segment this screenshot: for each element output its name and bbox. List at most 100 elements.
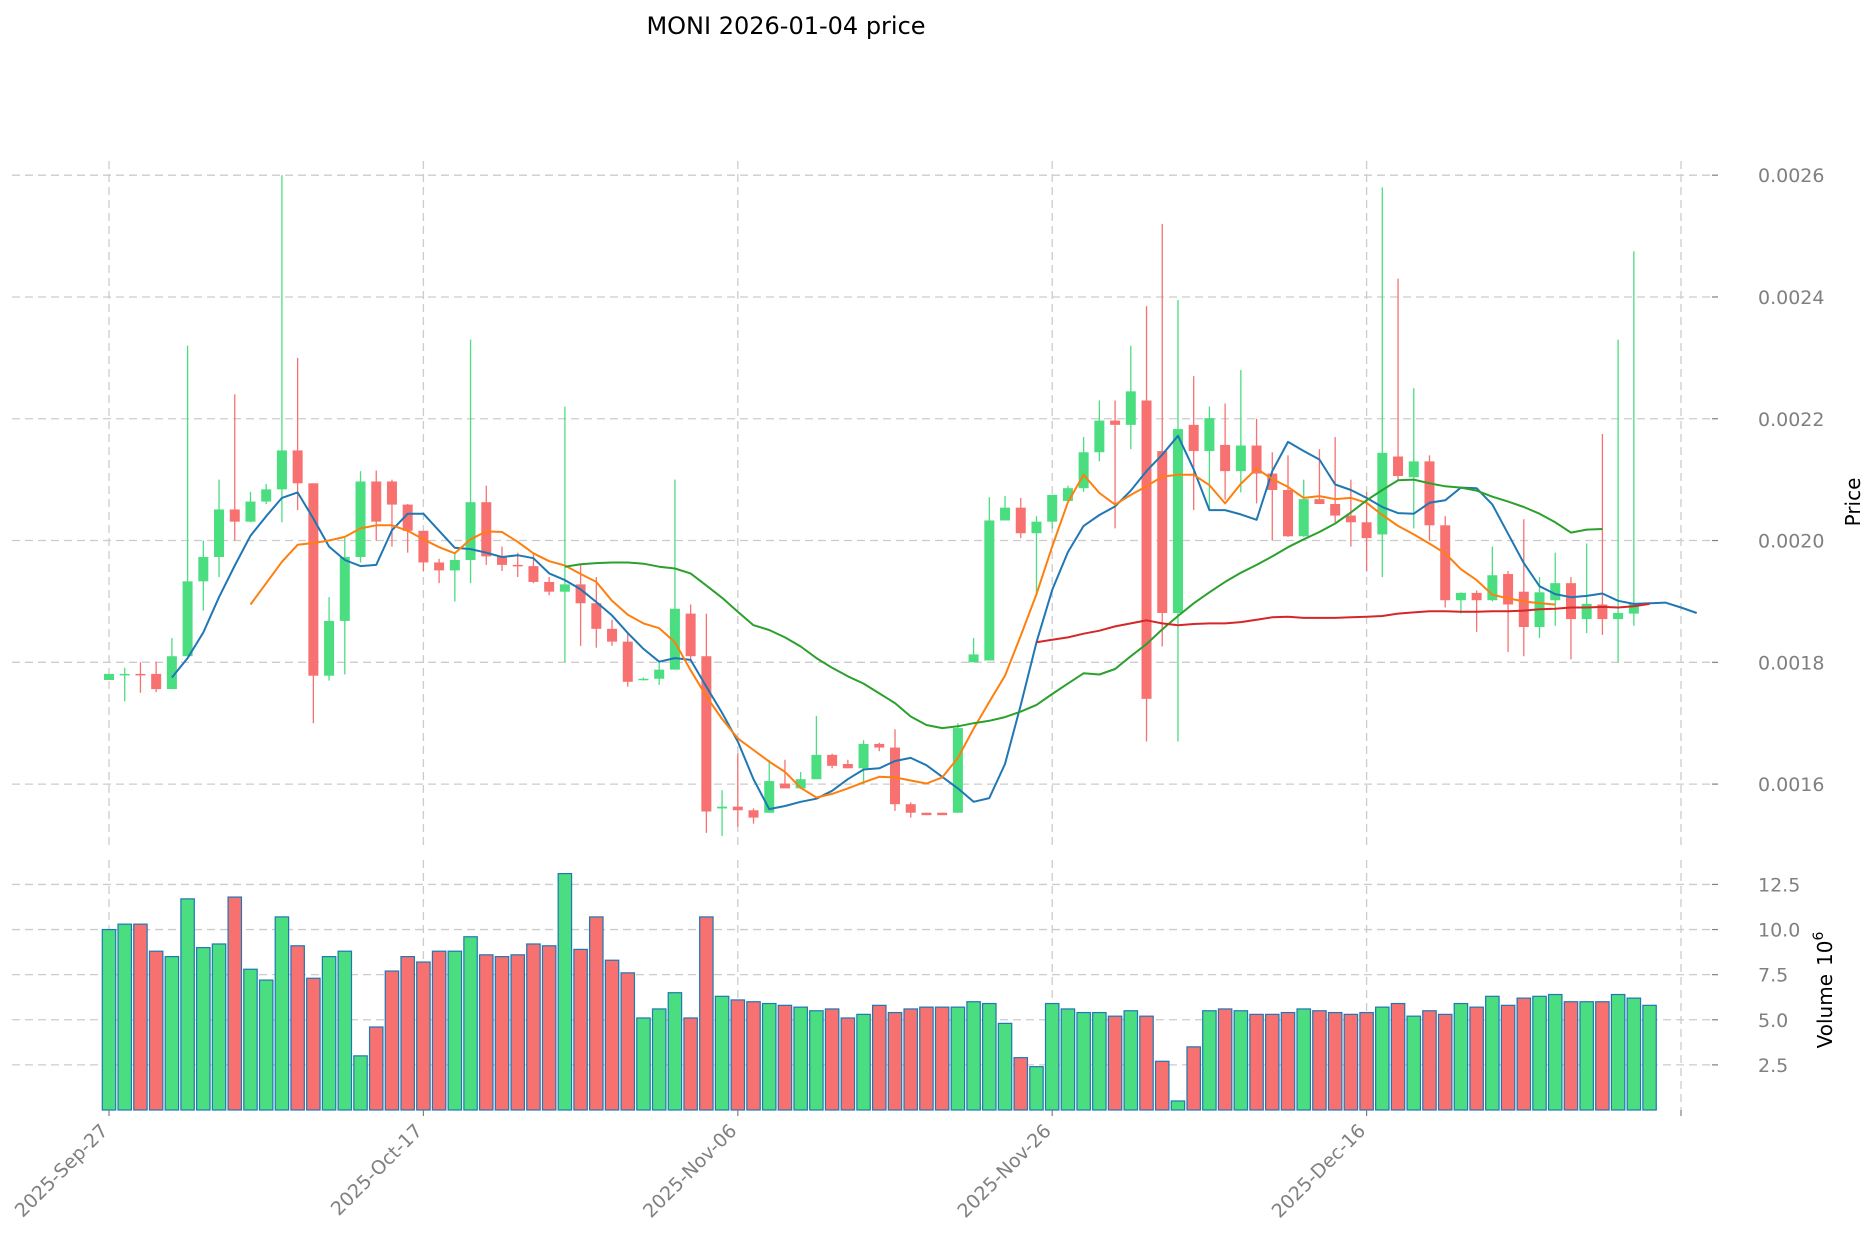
volume-bar [636,1017,651,1111]
candle-down [685,613,696,657]
moving-average-lines [171,434,1698,811]
candle-down [481,502,492,557]
price-tick-labels: 0.0016 0.0018 0.0020 0.0022 0.0024 0.0026 [1758,165,1824,796]
volume-bar [1249,1013,1264,1111]
volume-bar [337,950,353,1111]
candle-down [905,804,916,813]
candle-down [842,764,853,769]
candle-up [324,620,335,676]
volume-bar [243,968,258,1111]
volume-bar [431,950,447,1111]
candle-up [355,481,366,557]
candle-down [622,641,633,682]
candle-up [1581,603,1592,620]
candle-up [1298,499,1309,537]
candle-up [1204,418,1215,452]
candle-down [1345,515,1356,523]
price-tick-label: 0.0018 [1758,652,1824,674]
candle-down [748,810,759,818]
candle-down [1015,507,1026,534]
volume-bar [1186,1046,1201,1111]
volume-bar [840,1017,856,1111]
volume-bar [526,943,541,1111]
x-tick-label: 2025-Nov-26 [953,1120,1055,1222]
volume-bar [1092,1011,1107,1111]
volume-bar [1060,1008,1076,1111]
volume-bar [211,943,227,1111]
candle-up [261,489,272,502]
volume-bar [400,956,415,1111]
candle-down [1267,473,1278,490]
volume-bar [1359,1011,1374,1111]
candle-down [1157,451,1168,613]
volume-bar [494,956,510,1111]
candle-down [1597,604,1608,620]
volume-bar [133,923,148,1111]
candle-up [1031,521,1042,534]
candle-up [1000,507,1011,521]
volume-bars [101,873,1657,1111]
volume-bar [447,950,463,1111]
volume-bar [919,1006,934,1111]
volume-bar [1154,1060,1170,1111]
candle-up [795,779,806,789]
volume-bar [1029,1066,1044,1111]
candle-up [1377,452,1388,535]
candle-down [544,581,555,592]
candle-down [1220,444,1231,472]
candle-up [1047,494,1058,522]
volume-tick-label: 7.5 [1758,965,1788,987]
volume-bar [1107,1015,1123,1111]
candle-up [669,608,680,670]
volume-bar [1390,1002,1406,1111]
candle-down [779,783,790,789]
candle-down [371,481,382,522]
candle-up [1078,452,1089,489]
volume-bar [321,956,337,1111]
candle-up [717,806,728,809]
volume-axis-label: Volume 106 [1811,932,1837,1049]
volume-bar [1406,1015,1422,1111]
candle-down [512,564,523,567]
x-tick-label: 2025-Nov-06 [639,1120,741,1222]
volume-bar [117,923,133,1111]
volume-bar [1233,1010,1249,1111]
volume-bar [1500,1004,1516,1111]
volume-bar [620,972,636,1111]
volume-bar [950,1006,966,1111]
volume-bar [1422,1010,1437,1111]
candle-down [1565,583,1576,620]
candle-down [292,450,303,484]
candle-up [339,556,350,621]
candle-down [229,509,240,522]
volume-bar [1343,1013,1359,1111]
x-tick-label: 2025-Dec-16 [1268,1120,1371,1223]
volume-bar [824,1008,840,1111]
candle-down [1330,504,1341,516]
x-tick-label: 2025-Sep-27 [11,1120,113,1222]
candle-up [1094,420,1105,453]
candle-down [418,530,429,563]
chart-title: MONI 2026-01-04 price [646,12,925,40]
candle-down [1440,525,1451,601]
ma-line-ma-short [171,434,1698,811]
volume-bar [1579,1001,1594,1111]
price-grid [12,161,1718,845]
candle-down [135,673,146,676]
volume-bar [997,1022,1013,1111]
volume-bar [1437,1013,1453,1111]
volume-bar [793,1006,808,1111]
candle-up [811,754,822,780]
volume-bar [1485,995,1500,1111]
volume-bar [290,945,305,1111]
ma-line-ma-mid [249,467,1556,799]
candle-down [827,754,838,766]
price-tick-label: 0.0020 [1758,531,1824,553]
candle-down [1314,499,1325,504]
candle-up [465,502,476,561]
volume-bar [478,954,494,1111]
volume-bar [730,999,746,1111]
candle-down [434,562,445,571]
volume-bar [1139,1015,1154,1111]
